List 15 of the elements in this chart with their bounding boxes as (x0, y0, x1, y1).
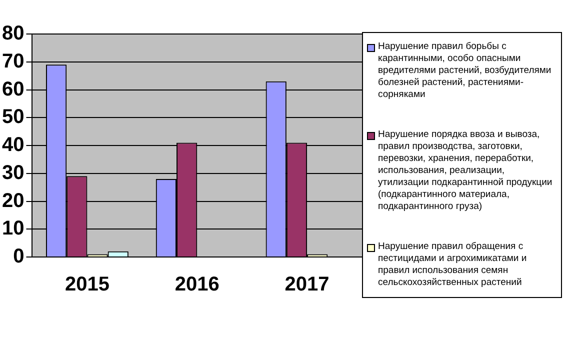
y-tick-label: 20 (2, 190, 24, 212)
y-tick-label: 0 (13, 246, 24, 268)
y-tick-label: 60 (2, 78, 24, 100)
legend-label: Нарушение порядка ввоза и вывоза, правил производства, заготовки, перевозки, хранения, переработки, использования, реализации, утилизации подкарантинной продукции (подкарантинного материала, подкарантинного груза) (378, 129, 554, 213)
y-tick-label: 30 (2, 162, 24, 184)
y-tick-label: 10 (2, 218, 24, 240)
y-tick-label: 80 (2, 22, 24, 45)
x-tick-label: 2015 (64, 274, 110, 296)
legend-label: Нарушение правил борьбы с карантинными, особо опасными вредителями растений, возбудителями болезней растений, растениями-сорняками (378, 41, 552, 101)
y-tick-label: 50 (2, 106, 24, 128)
legend-label: Нарушение правил обращения с пестицидами и агрохимикатами и правил использования семян сельскохозяйственных растений (378, 241, 528, 289)
y-tick-label: 40 (2, 134, 24, 156)
y-tick-label: 70 (2, 50, 24, 72)
x-tick-label: 2017 (284, 274, 330, 296)
x-tick-label: 2016 (174, 274, 220, 296)
